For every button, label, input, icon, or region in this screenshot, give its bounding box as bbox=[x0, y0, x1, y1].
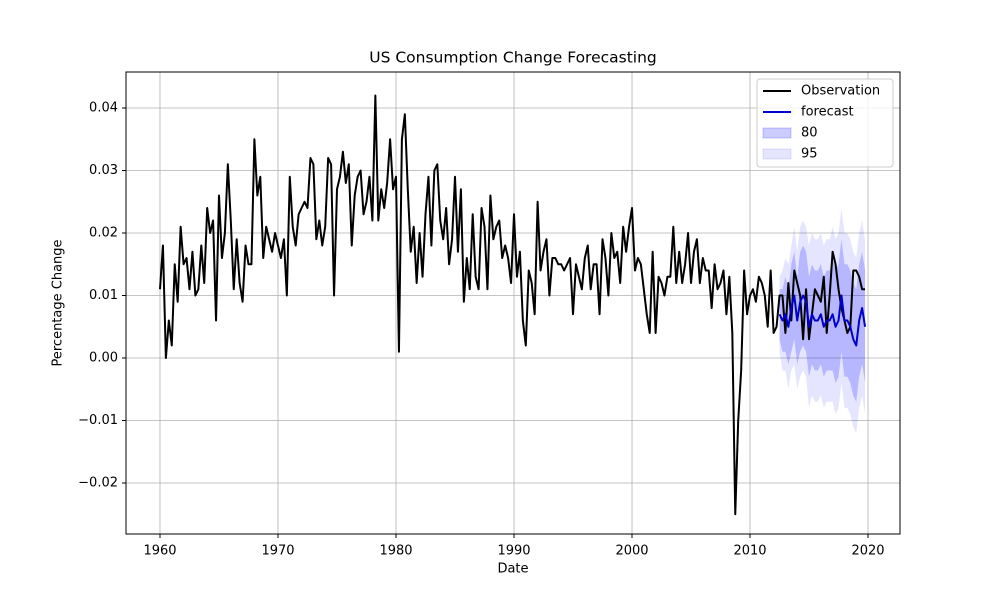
legend-label: 80 bbox=[801, 126, 818, 141]
series-line bbox=[778, 294, 867, 347]
chart-title: US Consumption Change Forecasting bbox=[369, 49, 657, 67]
legend-box bbox=[756, 78, 894, 168]
x-tick-label: 1960 bbox=[143, 544, 176, 559]
x-axis-label: Date bbox=[497, 562, 528, 577]
x-tick-label: 2010 bbox=[733, 544, 766, 559]
x-tick-label: 1990 bbox=[497, 544, 530, 559]
y-tick-label: 0.00 bbox=[89, 351, 118, 366]
y-axis-label: Percentage Change bbox=[51, 239, 66, 366]
series-line bbox=[158, 94, 866, 516]
x-tick-label: 2020 bbox=[851, 544, 884, 559]
legend: Observation forecast 80 95 bbox=[756, 78, 894, 168]
y-tick-label: 0.03 bbox=[89, 163, 118, 178]
y-tick-label: −0.01 bbox=[78, 413, 118, 428]
legend-label: 95 bbox=[801, 147, 818, 162]
legend-label: Observation bbox=[801, 84, 880, 99]
y-tick-label: 0.01 bbox=[89, 288, 118, 303]
axes-frame bbox=[125, 71, 901, 535]
y-tick-label: −0.02 bbox=[78, 476, 118, 491]
plot-area: 1960 1970 1980 1990 2000 2010 2020 −0.02 −0.01 0.… bbox=[78, 71, 901, 559]
x-tick-label: 1980 bbox=[379, 544, 412, 559]
legend-swatch bbox=[762, 127, 792, 139]
x-tick-label: 2000 bbox=[615, 544, 648, 559]
legend-label: forecast bbox=[801, 105, 854, 120]
y-tick-label: 0.04 bbox=[89, 101, 118, 116]
y-tick-label: 0.02 bbox=[89, 226, 118, 241]
x-tick-label: 1970 bbox=[261, 544, 294, 559]
legend-swatch bbox=[762, 148, 792, 160]
